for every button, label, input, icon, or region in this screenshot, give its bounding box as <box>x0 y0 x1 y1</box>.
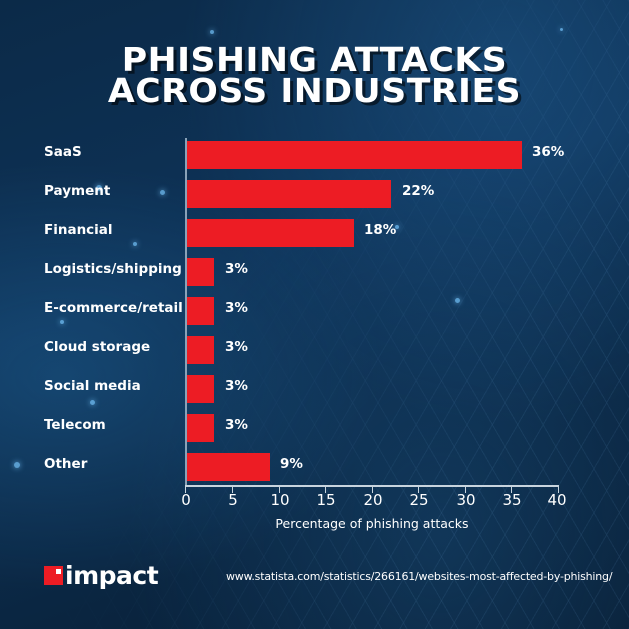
value-label: 3% <box>225 261 248 277</box>
impact-logo: impact <box>44 560 159 590</box>
title-line-1: PHISHING ATTACKS <box>121 40 508 79</box>
value-label: 3% <box>225 300 248 316</box>
source-citation: www.statista.com/statistics/266161/websi… <box>226 570 613 583</box>
bar <box>187 375 214 403</box>
value-label: 22% <box>402 183 435 199</box>
x-tick-label: 5 <box>228 491 238 509</box>
title-line-2: ACROSS INDUSTRIES <box>107 71 522 110</box>
category-label: Payment <box>44 183 111 199</box>
value-label: 36% <box>532 144 565 160</box>
x-tick-label: 35 <box>502 491 522 509</box>
x-tick <box>279 487 280 493</box>
category-label: E-commerce/retail <box>44 300 183 316</box>
y-axis-line <box>185 138 187 486</box>
value-label: 3% <box>225 417 248 433</box>
category-label: Telecom <box>44 417 106 433</box>
value-label: 9% <box>280 456 303 472</box>
bar-row-telecom: Telecom 3% <box>0 412 629 442</box>
bar <box>187 297 214 325</box>
bar <box>187 453 270 481</box>
value-label: 18% <box>364 222 397 238</box>
x-tick <box>558 487 559 493</box>
bar-row-payment: Payment 22% <box>0 178 629 208</box>
bar-row-saas: SaaS 36% <box>0 139 629 169</box>
x-tick <box>418 487 419 493</box>
x-tick <box>511 487 512 493</box>
x-tick-label: 10 <box>270 491 290 509</box>
x-tick-label: 30 <box>456 491 476 509</box>
bar <box>187 258 214 286</box>
x-tick <box>185 487 186 493</box>
bar-row-social-media: Social media 3% <box>0 373 629 403</box>
bar <box>187 336 214 364</box>
x-tick-label: 40 <box>547 491 567 509</box>
x-tick-label: 20 <box>363 491 383 509</box>
x-tick-label: 0 <box>181 491 191 509</box>
bar-row-cloud-storage: Cloud storage 3% <box>0 334 629 364</box>
x-tick-label: 25 <box>409 491 429 509</box>
bar-row-financial: Financial 18% <box>0 217 629 247</box>
category-label: Financial <box>44 222 113 238</box>
category-label: Logistics/shipping <box>44 261 182 277</box>
logo-text: impact <box>65 560 159 590</box>
x-tick <box>465 487 466 493</box>
bar <box>187 141 522 169</box>
chart-title: PHISHING ATTACKS ACROSS INDUSTRIES <box>0 40 629 110</box>
bar <box>187 180 391 208</box>
x-tick <box>232 487 233 493</box>
bar <box>187 414 214 442</box>
logo-mark-icon <box>44 565 63 585</box>
category-label: SaaS <box>44 144 82 160</box>
bar-row-ecommerce: E-commerce/retail 3% <box>0 295 629 325</box>
value-label: 3% <box>225 378 248 394</box>
x-tick <box>372 487 373 493</box>
bar-row-logistics: Logistics/shipping 3% <box>0 256 629 286</box>
x-tick <box>325 487 326 493</box>
category-label: Cloud storage <box>44 339 151 355</box>
category-label: Social media <box>44 378 141 394</box>
bar <box>187 219 354 247</box>
x-axis-line <box>185 485 559 487</box>
value-label: 3% <box>225 339 248 355</box>
category-label: Other <box>44 456 88 472</box>
bar-row-other: Other 9% <box>0 451 629 481</box>
x-tick-label: 15 <box>316 491 336 509</box>
x-axis-title: Percentage of phishing attacks <box>275 516 469 531</box>
